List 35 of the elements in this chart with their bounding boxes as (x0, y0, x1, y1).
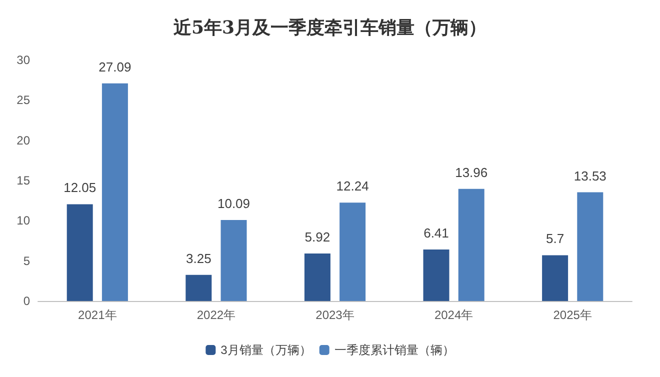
y-tick-label: 20 (16, 133, 30, 148)
data-label: 10.09 (217, 196, 250, 211)
x-tick-label: 2022年 (196, 308, 236, 322)
bar (220, 220, 247, 301)
y-tick-label: 5 (23, 254, 30, 268)
chart-title: 近5年3月及一季度牵引车销量（万辆） (172, 18, 487, 38)
data-label: 12.05 (64, 180, 96, 196)
x-tick-label: 2024年 (434, 308, 474, 322)
x-tick-label: 2023年 (316, 308, 354, 322)
bar (340, 202, 366, 301)
bar (102, 83, 128, 301)
data-label: 13.96 (455, 164, 488, 180)
legend-label: 3月销量（万辆） (220, 343, 312, 357)
bar (423, 250, 450, 301)
bar (66, 204, 93, 301)
x-tick-label: 2021年 (78, 308, 117, 322)
bar (186, 274, 212, 301)
data-label: 5.92 (304, 229, 330, 244)
data-label: 3.25 (186, 250, 212, 266)
data-label: 5.7 (546, 231, 564, 246)
bar (542, 255, 568, 301)
bar (458, 188, 484, 301)
x-tick-label: 2025年 (553, 308, 592, 322)
bar (577, 192, 604, 301)
y-tick-label: 15 (16, 174, 30, 188)
y-tick-label: 30 (16, 53, 30, 67)
data-label: 27.09 (98, 59, 132, 74)
data-label: 13.53 (574, 168, 606, 184)
legend-label: 一季度累计销量（辆） (334, 343, 454, 357)
data-label: 12.24 (336, 178, 369, 194)
data-label: 6.41 (424, 226, 449, 241)
y-tick-label: 25 (16, 93, 30, 108)
y-tick-label: 0 (23, 294, 30, 308)
y-tick-label: 10 (16, 214, 30, 228)
bar (304, 253, 330, 301)
